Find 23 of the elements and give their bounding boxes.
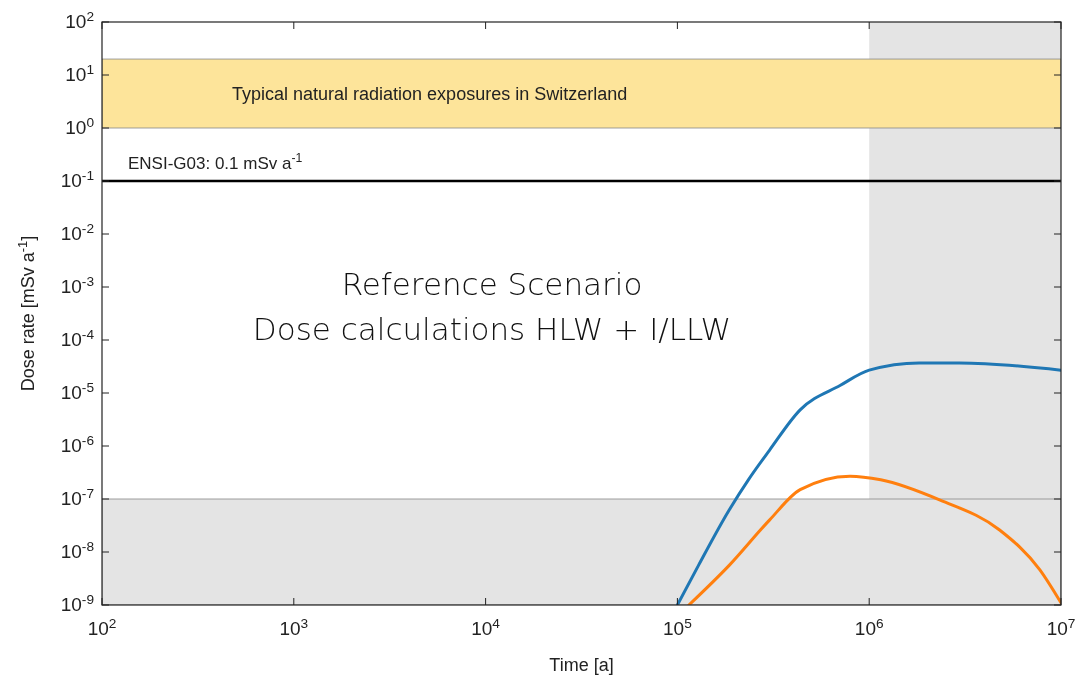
y-tick-label: 10$^{-9}$	[60, 591, 94, 615]
y-tick-label: 10$^{0}$	[65, 114, 95, 138]
y-tick-label: 10$^{-3}$	[60, 273, 94, 297]
y-tick-label: 10$^{-5}$	[60, 379, 95, 403]
y-tick-label: 10$^{2}$	[65, 8, 94, 32]
x-tick-label: 10$^{5}$	[663, 615, 693, 639]
y-tick-label: 10$^{-4}$	[60, 326, 95, 350]
x-tick-label: 10$^{7}$	[1046, 615, 1076, 639]
band-label: Typical natural radiation exposures in Switzerland	[232, 83, 628, 104]
x-tick-label: 10$^{2}$	[87, 615, 117, 639]
y-tick-label: 10$^{-7}$	[60, 485, 94, 509]
x-axis-title: Time [a]	[549, 655, 614, 675]
y-tick-label: 10$^{-8}$	[60, 538, 95, 562]
ref-line-label: ENSI-G03: 0.1 mSv a$^{-1}$	[128, 151, 303, 173]
y-tick-label: 10$^{-2}$	[60, 220, 94, 244]
x-tick-label: 10$^{3}$	[279, 615, 309, 639]
y-tick-label: 10$^{-6}$	[60, 432, 94, 456]
y-tick-label: 10$^{-1}$	[60, 167, 94, 191]
annotation: Reference Scenario	[341, 266, 643, 302]
x-tick-label: 10$^{4}$	[471, 615, 501, 639]
y-tick-label: 10$^{1}$	[65, 61, 94, 85]
x-tick-label: 10$^{6}$	[854, 615, 884, 639]
annotation: Dose calculations HLW + I/LLW	[252, 311, 732, 347]
